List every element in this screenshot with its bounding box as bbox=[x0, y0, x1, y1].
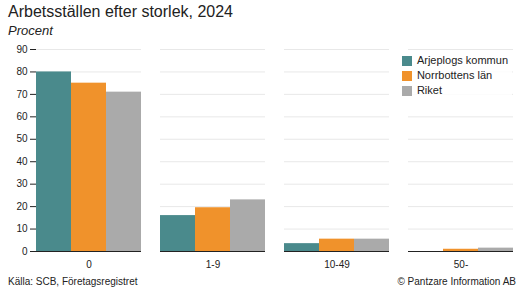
svg-text:50: 50 bbox=[16, 133, 28, 144]
svg-text:40: 40 bbox=[16, 156, 28, 167]
svg-text:80: 80 bbox=[16, 66, 28, 77]
svg-text:70: 70 bbox=[16, 89, 28, 100]
html-text:© Pantzare Information AB: © Pantzare Information AB bbox=[397, 276, 516, 287]
svg-text:60: 60 bbox=[16, 111, 28, 122]
html-text:Arbetsställen efter storlek, 2: Arbetsställen efter storlek, 2024 bbox=[8, 3, 233, 20]
html-text:Norrbottens län: Norrbottens län bbox=[416, 69, 493, 81]
svg-text:10-49: 10-49 bbox=[324, 259, 350, 270]
svg-text:20: 20 bbox=[16, 201, 28, 212]
html-text:Arjeplogs kommun: Arjeplogs kommun bbox=[416, 54, 508, 66]
svg-text:90: 90 bbox=[16, 44, 28, 55]
html-text:Procent: Procent bbox=[8, 23, 53, 38]
svg-text:30: 30 bbox=[16, 178, 28, 189]
html-text:Källa: SCB, Företagsregistret: Källa: SCB, Företagsregistret bbox=[8, 276, 138, 287]
svg-text:1-9: 1-9 bbox=[206, 259, 221, 270]
svg-text:0: 0 bbox=[22, 246, 28, 257]
svg-text:10: 10 bbox=[16, 223, 28, 234]
svg-text:50-: 50- bbox=[454, 259, 468, 270]
svg-text:0: 0 bbox=[86, 259, 92, 270]
html-text:Riket: Riket bbox=[416, 84, 442, 96]
